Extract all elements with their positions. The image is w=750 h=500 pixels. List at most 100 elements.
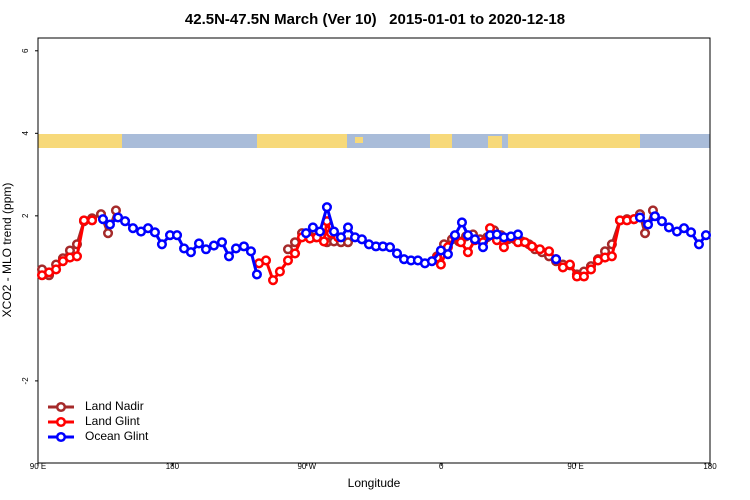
series-point — [208, 240, 219, 251]
y-tick-label: 6 — [21, 48, 30, 53]
series-point — [550, 254, 562, 265]
legend-label: Ocean Glint — [85, 429, 149, 443]
series-point — [200, 244, 212, 255]
land-strip — [355, 137, 363, 143]
series-point — [663, 222, 674, 233]
series-point — [469, 234, 480, 245]
series-point — [442, 249, 453, 260]
map-strip — [38, 134, 710, 148]
series-point — [238, 241, 249, 252]
series-point — [289, 248, 301, 259]
series-point — [649, 211, 660, 222]
series-point — [223, 251, 235, 262]
series-point — [335, 232, 347, 243]
series-point — [700, 230, 712, 241]
x-tick-label: 90 E — [567, 462, 583, 471]
series-point — [519, 237, 531, 248]
series-point — [260, 255, 272, 266]
series-point — [391, 248, 403, 259]
series-point — [656, 216, 667, 227]
series-point — [578, 271, 590, 282]
series-point — [87, 215, 98, 226]
plot-frame — [37, 37, 711, 464]
series-point — [462, 247, 473, 258]
series-point — [512, 229, 524, 240]
series-point — [356, 234, 367, 245]
land-strip — [508, 134, 640, 148]
legend-label: Land Nadir — [85, 399, 144, 413]
series-point — [78, 215, 90, 226]
land-strip — [488, 136, 502, 148]
x-tick-label: 90 E — [30, 462, 46, 471]
series-point — [171, 230, 183, 241]
series-point — [328, 226, 340, 237]
series-point — [143, 223, 154, 234]
series-point — [585, 264, 597, 275]
series-point — [282, 255, 294, 266]
land-strip — [38, 134, 122, 148]
series-point — [251, 269, 262, 280]
series-point — [639, 228, 651, 239]
y-axis-label: XCO2 - MLO trend (ppm) — [0, 183, 14, 318]
y-tick-label: 2 — [21, 213, 30, 218]
x-tick-label: 0 — [439, 462, 444, 471]
legend-label: Land Glint — [85, 414, 140, 428]
series-point — [314, 226, 325, 237]
series-point — [268, 275, 279, 286]
series-point — [435, 259, 446, 270]
series-point — [274, 266, 285, 277]
series-point — [498, 242, 509, 253]
series-point — [678, 223, 690, 234]
x-axis-label: Longitude — [348, 476, 401, 490]
series-point — [634, 212, 646, 223]
series-point — [685, 227, 697, 238]
series-point — [456, 217, 468, 228]
series-point — [342, 222, 354, 233]
series-point — [455, 237, 466, 248]
series-point — [477, 242, 489, 253]
land-strip — [257, 134, 347, 148]
series-point — [462, 230, 473, 241]
series-point — [342, 237, 354, 248]
series-point — [321, 202, 333, 213]
series-point — [104, 219, 116, 230]
land-strip — [430, 134, 452, 148]
series-point — [97, 214, 109, 225]
series-point — [193, 238, 205, 249]
x-tick-label: 90 W — [297, 462, 316, 471]
series-point — [564, 259, 575, 270]
series-point — [426, 256, 437, 267]
series-point — [102, 228, 114, 239]
series-point — [282, 244, 294, 255]
series-point — [526, 241, 538, 252]
series-point — [51, 264, 62, 275]
series-point — [127, 223, 139, 234]
series-point — [693, 239, 704, 250]
y-tick-label: 4 — [21, 131, 30, 136]
series-point — [230, 243, 242, 254]
series-point — [216, 237, 228, 248]
series-point — [449, 230, 460, 241]
legend-marker — [55, 431, 67, 443]
series-point — [606, 251, 617, 262]
legend-marker — [55, 416, 67, 428]
chart-title: 42.5N-47.5N March (Ver 10) 2015-01-01 to… — [185, 11, 565, 28]
series-point — [307, 222, 318, 233]
series-point — [534, 244, 545, 255]
y-tick-label: -2 — [21, 377, 30, 385]
series-point — [301, 228, 312, 239]
series-point — [245, 246, 256, 257]
series-point — [120, 216, 131, 227]
series-point — [156, 239, 167, 250]
x-tick-label: 180 — [166, 462, 180, 471]
legend-marker — [55, 401, 67, 413]
x-tick-label: 180 — [703, 462, 717, 471]
series-point — [384, 242, 396, 253]
series-point — [318, 236, 330, 247]
series-point — [185, 247, 196, 258]
series-point — [149, 227, 160, 238]
series-point — [543, 246, 555, 257]
series-point — [642, 219, 654, 230]
